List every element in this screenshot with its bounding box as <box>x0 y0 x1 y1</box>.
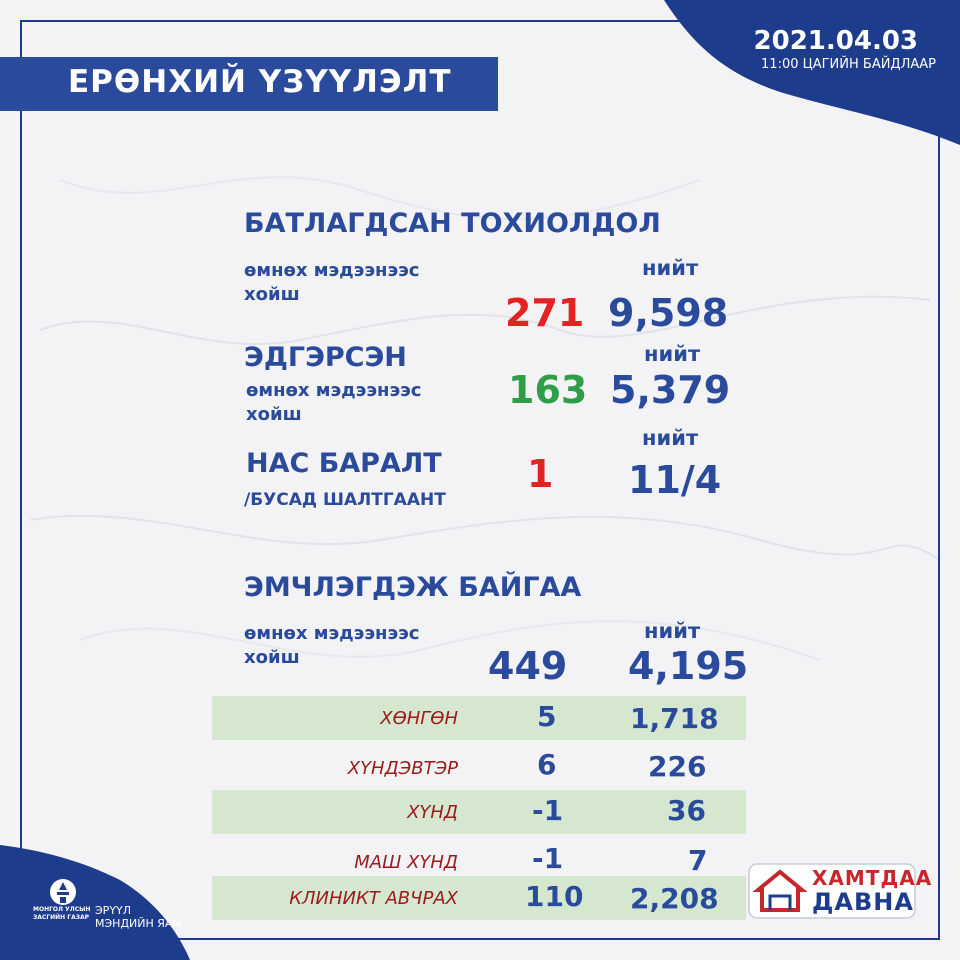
severity-row-highlight <box>212 696 746 740</box>
severity-row-highlight <box>212 876 746 920</box>
report-date: 2021.04.03 <box>753 26 918 56</box>
deaths-total-label: нийт <box>642 426 699 450</box>
severity-label-critical: МАШ ХҮНД <box>354 852 458 873</box>
title-band <box>0 57 498 111</box>
hamtdaa-davna-house-icon <box>748 863 916 919</box>
ministry-line-2: МЭНДИЙН ЯАМ <box>95 917 182 930</box>
severity-total-critical: 7 <box>688 844 708 877</box>
severity-total-severe: 36 <box>667 794 706 827</box>
ministry-line-1: ЭРҮҮЛ <box>95 904 132 917</box>
severity-new-clinic: 110 <box>525 880 584 913</box>
treatment-since-label-2: хойш <box>244 647 300 668</box>
report-time-note: 11:00 ЦАГИЙН БАЙДЛААР <box>761 57 936 72</box>
ministry-name: ЭРҮҮЛ МЭНДИЙН ЯАМ <box>95 904 182 930</box>
recovered-since-label: өмнөх мэдээнээс <box>246 380 422 401</box>
deaths-heading: НАС БАРАЛТ <box>246 448 442 479</box>
severity-row-highlight <box>212 790 746 834</box>
campaign-line-2: ДАВНА <box>812 888 914 916</box>
treatment-since-label: өмнөх мэдээнээс <box>244 623 420 644</box>
page-title: ЕРӨНХИЙ ҮЗҮҮЛЭЛТ <box>68 64 452 100</box>
treatment-total-label: нийт <box>644 619 701 643</box>
recovered-heading: ЭДГЭРСЭН <box>244 342 407 373</box>
confirmed-total-label: нийт <box>642 256 699 280</box>
deaths-new-value: 1 <box>527 452 554 496</box>
content-frame <box>20 20 940 940</box>
confirmed-since-label: өмнөх мэдээнээс <box>244 260 420 281</box>
recovered-since-label-2: хойш <box>246 404 302 425</box>
deaths-sub-label: /БУСАД ШАЛТГААНТ <box>244 490 446 510</box>
recovered-total-value: 5,379 <box>610 368 731 412</box>
recovered-total-label: нийт <box>644 342 701 366</box>
severity-label-severe: ХҮНД <box>407 802 458 823</box>
severity-total-clinic: 2,208 <box>630 882 719 915</box>
severity-label-moderate: ХҮНДЭВТЭР <box>347 758 458 779</box>
severity-new-critical: -1 <box>532 842 564 875</box>
severity-new-moderate: 6 <box>537 748 557 781</box>
severity-new-mild: 5 <box>537 700 557 733</box>
recovered-new-value: 163 <box>508 368 588 412</box>
severity-label-mild: ХӨНГӨН <box>380 708 458 729</box>
gov-line-1: МОНГОЛ УЛСЫН <box>33 906 91 913</box>
severity-total-mild: 1,718 <box>630 702 719 735</box>
confirmed-since-label-2: хойш <box>244 284 300 305</box>
confirmed-heading: БАТЛАГДСАН ТОХИОЛДОЛ <box>244 208 661 239</box>
treatment-heading: ЭМЧЛЭГДЭЖ БАЙГАА <box>244 572 582 603</box>
treatment-new-value: 449 <box>488 644 568 688</box>
treatment-total-value: 4,195 <box>628 644 749 688</box>
severity-label-clinic: КЛИНИКТ АВЧРАХ <box>289 888 458 909</box>
confirmed-total-value: 9,598 <box>608 291 729 335</box>
severity-new-severe: -1 <box>532 794 564 827</box>
campaign-line-1: ХАМТДАА <box>812 866 933 890</box>
soyombo-emblem-icon <box>50 879 76 905</box>
gov-line-2: ЗАСГИЙН ГАЗАР <box>33 914 90 921</box>
severity-total-moderate: 226 <box>648 750 707 783</box>
confirmed-new-value: 271 <box>505 291 585 335</box>
deaths-total-value: 11/4 <box>628 458 722 502</box>
